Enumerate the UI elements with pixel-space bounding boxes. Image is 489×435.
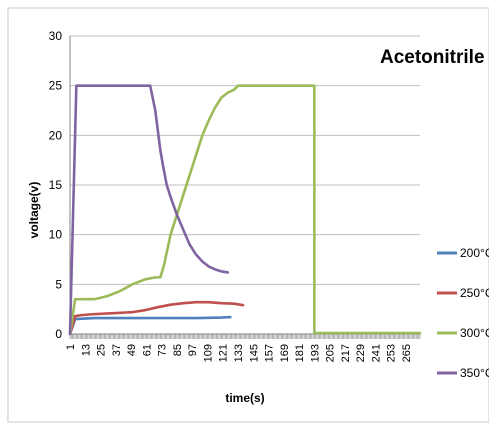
legend: 200°C 250°C 300°C 350°C (437, 246, 489, 380)
x-tick-label: 121 (218, 344, 230, 362)
x-minor-ticks (69, 334, 421, 339)
x-tick-label: 133 (233, 344, 245, 362)
x-tick-label: 25 (96, 344, 108, 356)
y-tick-label: 0 (55, 327, 62, 341)
y-tick-label: 20 (49, 128, 63, 142)
x-tick-label: 181 (294, 344, 306, 362)
x-tick-label: 97 (187, 344, 199, 356)
chart-frame (7, 7, 489, 423)
x-tick-label: 193 (309, 344, 321, 362)
x-tick-label: 145 (248, 344, 260, 362)
x-tick-label: 85 (172, 344, 184, 356)
axis-labels: Acetonitrile time(s) voltage(v) (27, 47, 485, 405)
x-tick-label: 61 (141, 344, 153, 356)
y-tick-label: 15 (49, 178, 63, 192)
x-tick-label: 205 (325, 344, 337, 362)
x-tick-label: 109 (202, 344, 214, 362)
legend-label: 200°C (460, 246, 489, 260)
x-axis-title: time(s) (225, 391, 264, 405)
x-tick-label: 253 (386, 344, 398, 362)
y-tick-label: 30 (49, 29, 63, 43)
legend-label: 250°C (460, 286, 489, 300)
x-tick-label: 73 (157, 344, 169, 356)
legend-label: 350°C (460, 366, 489, 380)
x-tick-label: 1 (65, 344, 77, 350)
series-line-0 (68, 315, 232, 336)
y-tick-label: 25 (49, 79, 63, 93)
y-axis-title: voltage(v) (27, 182, 41, 239)
x-tick-label: 265 (401, 344, 413, 362)
legend-label: 300°C (460, 326, 489, 340)
x-tick-label: 229 (355, 344, 367, 362)
x-tick-label: 217 (340, 344, 352, 362)
series-line-2 (68, 84, 422, 336)
x-tick-label: 13 (80, 344, 92, 356)
x-tick-label: 37 (111, 344, 123, 356)
x-tick-label: 157 (264, 344, 276, 362)
series-line-3 (68, 84, 230, 336)
y-tick-label: 5 (55, 277, 62, 291)
chart-title: Acetonitrile (380, 47, 485, 68)
x-tick-label: 169 (279, 344, 291, 362)
y-tick-label: 10 (49, 228, 63, 242)
x-tick-label: 241 (370, 344, 382, 362)
series-lines (68, 84, 422, 336)
x-tick-label: 49 (126, 344, 138, 356)
series-line-1 (68, 300, 245, 336)
